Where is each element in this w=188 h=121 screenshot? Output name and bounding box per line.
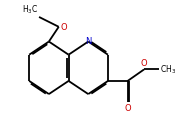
- Text: O: O: [61, 23, 67, 32]
- Text: CH$_3$: CH$_3$: [160, 63, 176, 76]
- Text: O: O: [124, 104, 131, 113]
- Text: N: N: [85, 37, 91, 46]
- Text: O: O: [141, 59, 147, 68]
- Text: H$_3$C: H$_3$C: [22, 4, 38, 16]
